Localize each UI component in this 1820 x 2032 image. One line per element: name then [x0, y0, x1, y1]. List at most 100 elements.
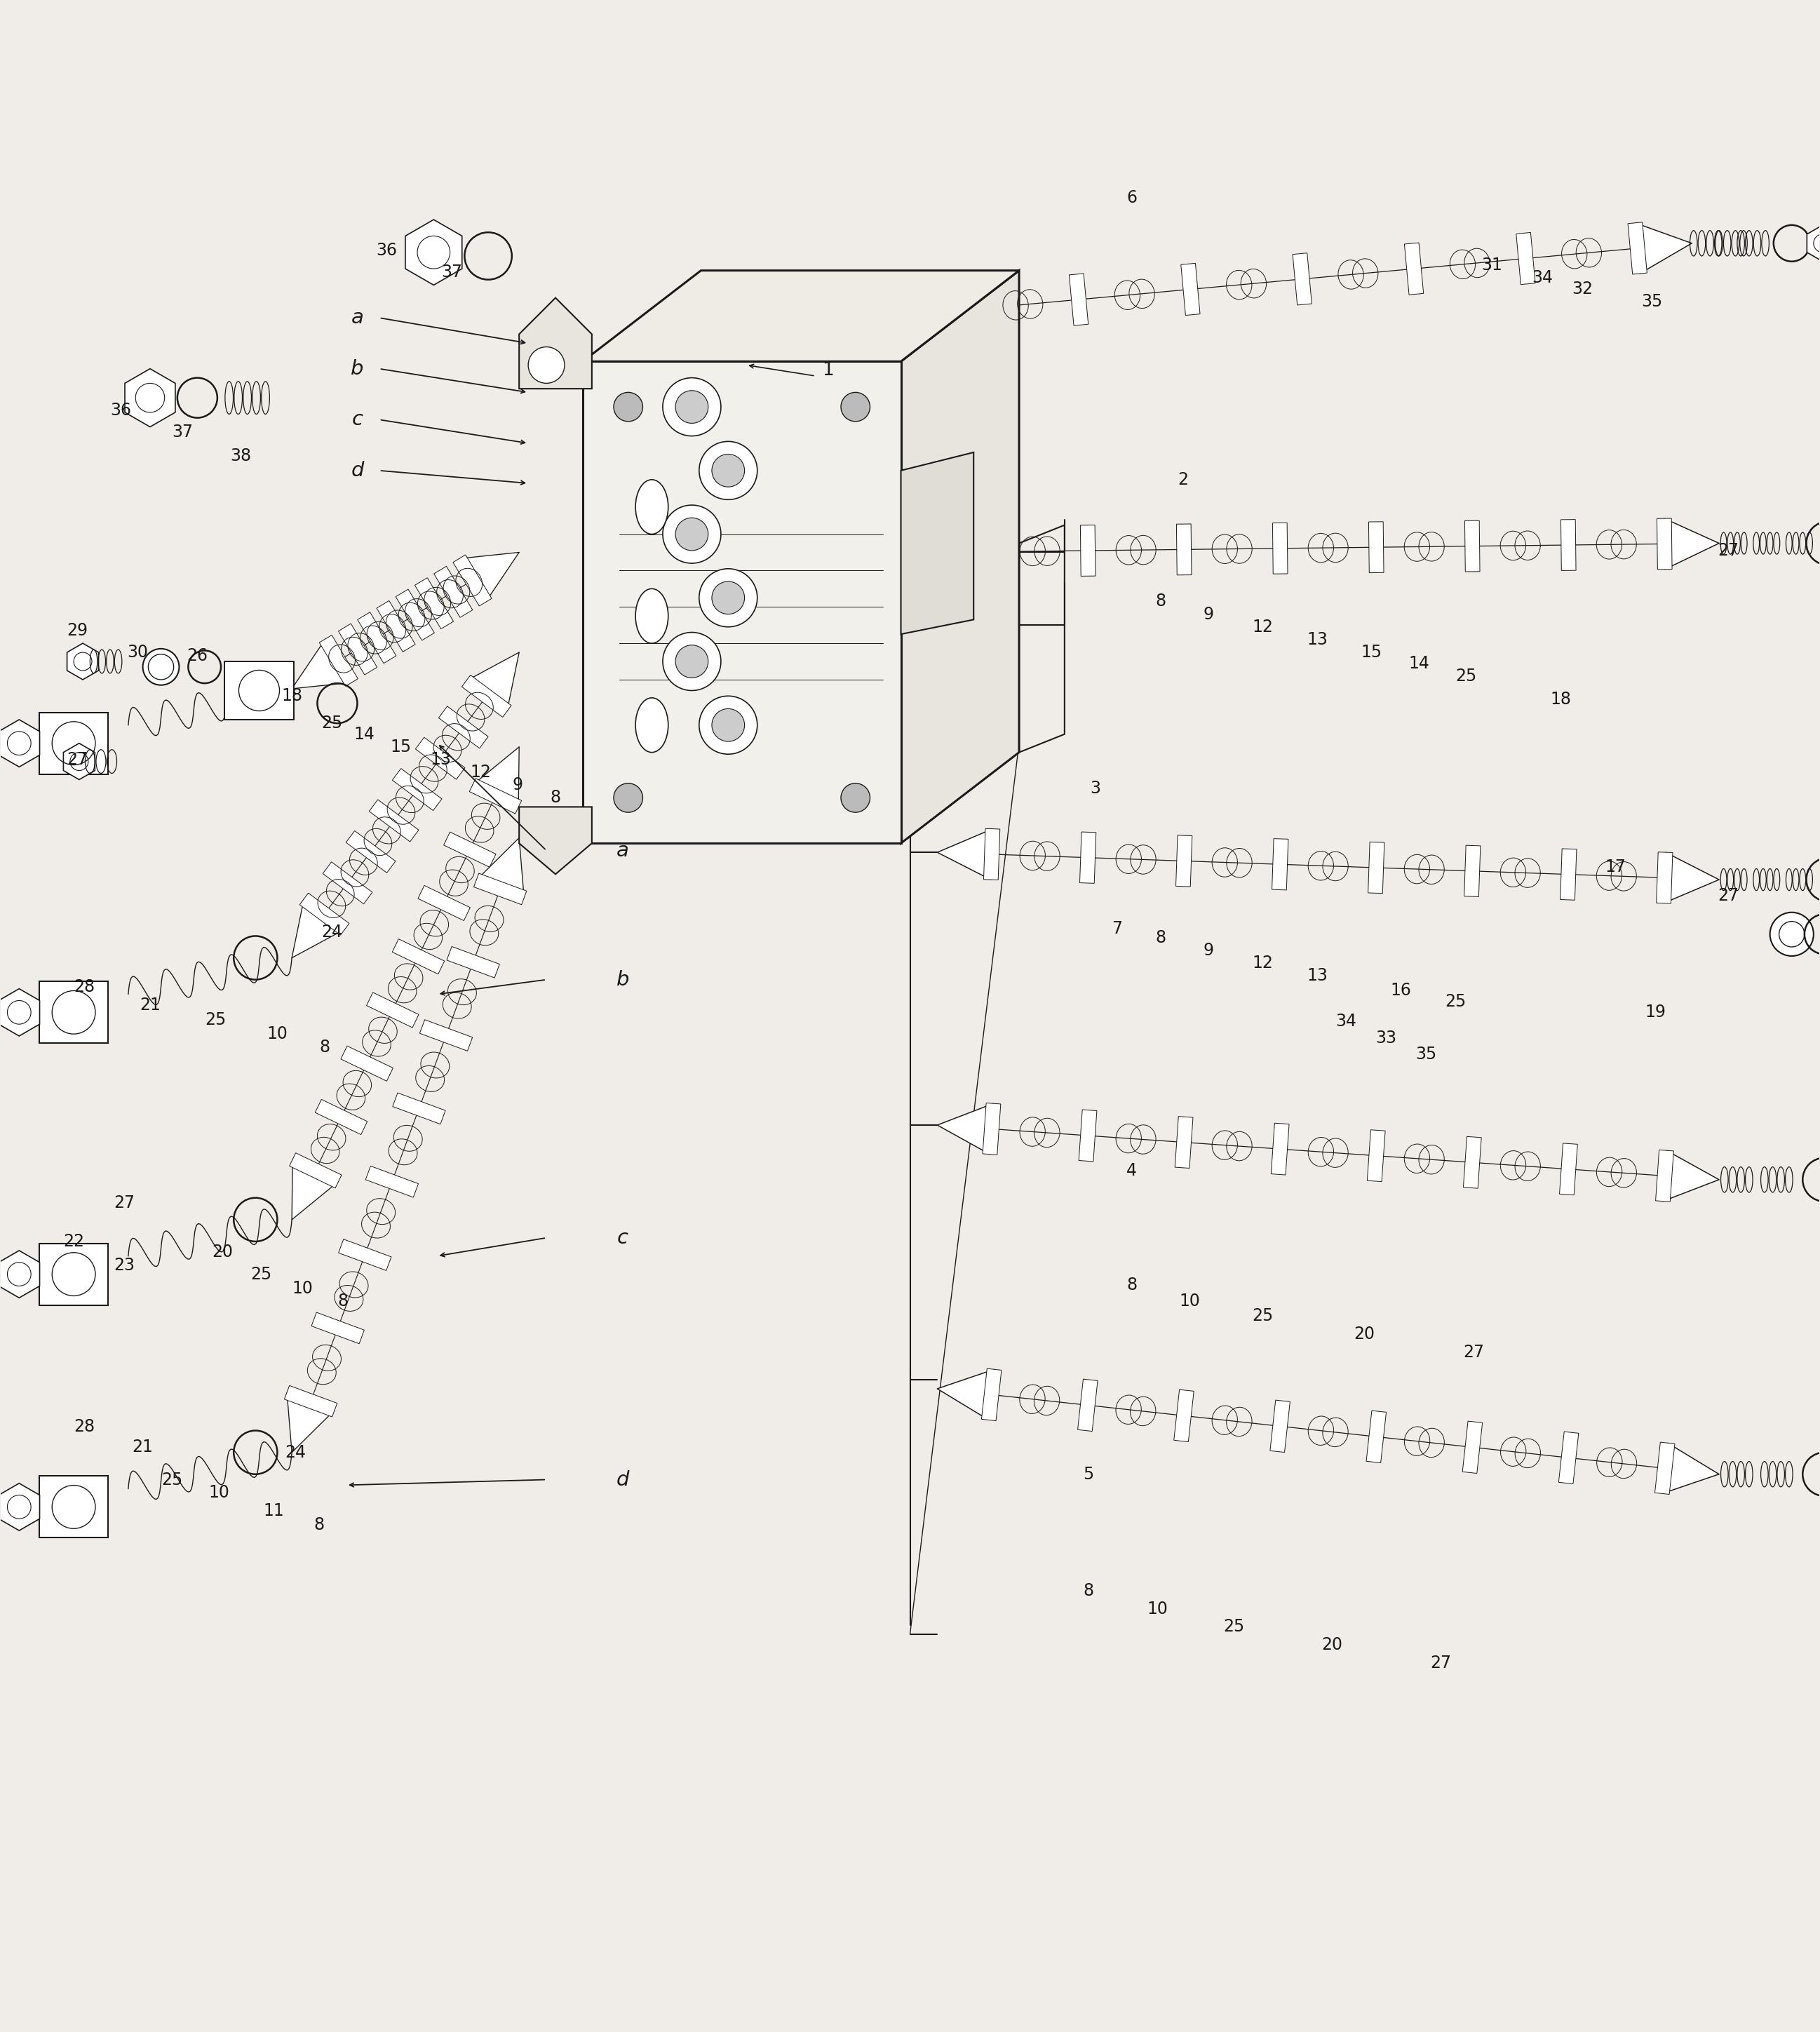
Text: 13: 13	[431, 752, 451, 768]
Text: 15: 15	[1361, 644, 1383, 660]
Polygon shape	[0, 1250, 40, 1298]
Text: 25: 25	[1445, 994, 1467, 1010]
Text: 27: 27	[1431, 1654, 1451, 1672]
Text: 21: 21	[140, 996, 160, 1014]
Text: 14: 14	[355, 725, 375, 742]
Polygon shape	[1405, 242, 1423, 295]
Polygon shape	[415, 738, 464, 780]
Polygon shape	[846, 295, 864, 345]
Text: 9: 9	[1203, 606, 1214, 622]
Polygon shape	[957, 284, 977, 335]
Polygon shape	[339, 1240, 391, 1270]
Polygon shape	[1174, 1390, 1194, 1443]
Text: 17: 17	[1605, 858, 1625, 876]
Polygon shape	[444, 831, 495, 868]
Text: 38: 38	[231, 447, 251, 465]
Polygon shape	[315, 1099, 368, 1134]
Text: b: b	[351, 360, 364, 378]
Polygon shape	[1176, 524, 1192, 575]
Polygon shape	[1663, 1150, 1720, 1201]
Polygon shape	[0, 719, 40, 766]
Polygon shape	[901, 270, 1019, 843]
Text: 25: 25	[162, 1471, 182, 1487]
Polygon shape	[1272, 522, 1289, 573]
Text: a: a	[617, 841, 630, 860]
Polygon shape	[1463, 845, 1480, 896]
Polygon shape	[406, 219, 462, 284]
Text: 25: 25	[1252, 1307, 1274, 1325]
Polygon shape	[981, 1370, 1001, 1420]
Polygon shape	[983, 829, 999, 880]
Text: 2: 2	[1178, 471, 1188, 488]
Polygon shape	[67, 644, 98, 679]
Polygon shape	[291, 898, 344, 957]
Text: 3: 3	[1090, 780, 1101, 797]
Text: 36: 36	[377, 242, 397, 258]
Polygon shape	[1663, 518, 1720, 569]
Text: 33: 33	[1376, 1030, 1396, 1046]
Polygon shape	[1270, 1124, 1289, 1174]
Text: c: c	[351, 410, 362, 429]
Polygon shape	[985, 526, 999, 577]
Text: 20: 20	[1321, 1636, 1343, 1654]
Polygon shape	[366, 1166, 419, 1197]
Text: 12: 12	[470, 764, 491, 780]
Polygon shape	[64, 744, 95, 780]
Text: 29: 29	[67, 622, 87, 638]
Polygon shape	[1292, 254, 1312, 305]
Polygon shape	[901, 453, 974, 634]
Text: 8: 8	[337, 1292, 348, 1311]
Circle shape	[712, 455, 744, 488]
Polygon shape	[937, 829, 992, 880]
Polygon shape	[1634, 224, 1693, 274]
Text: 9: 9	[1203, 943, 1214, 959]
Polygon shape	[937, 1103, 994, 1154]
Text: c: c	[617, 1227, 628, 1248]
Polygon shape	[288, 1392, 335, 1453]
Text: 10: 10	[1179, 1292, 1201, 1311]
Circle shape	[712, 581, 744, 614]
Polygon shape	[1656, 518, 1673, 569]
Text: d: d	[617, 1469, 630, 1489]
Circle shape	[712, 709, 744, 742]
Circle shape	[699, 697, 757, 754]
Text: 24: 24	[286, 1445, 306, 1461]
Text: 8: 8	[313, 1516, 324, 1534]
Circle shape	[675, 518, 708, 551]
Text: 8: 8	[1156, 593, 1167, 610]
Text: 35: 35	[1642, 293, 1662, 309]
Text: 10: 10	[293, 1280, 313, 1296]
Text: 19: 19	[1645, 1004, 1665, 1020]
Text: 26: 26	[187, 648, 207, 664]
Text: 13: 13	[1307, 632, 1329, 648]
Polygon shape	[289, 1152, 342, 1189]
Polygon shape	[419, 886, 470, 920]
Text: 8: 8	[550, 788, 561, 807]
Text: 30: 30	[127, 644, 147, 660]
Text: 34: 34	[1532, 270, 1552, 287]
Text: 37: 37	[173, 425, 193, 441]
Text: 8: 8	[318, 1038, 329, 1055]
Polygon shape	[393, 939, 444, 973]
Text: 4: 4	[1127, 1162, 1138, 1179]
Polygon shape	[1807, 226, 1820, 262]
Text: 37: 37	[440, 264, 462, 280]
Polygon shape	[291, 1160, 339, 1219]
Polygon shape	[1176, 835, 1192, 886]
Text: 18: 18	[282, 687, 302, 705]
Polygon shape	[1558, 1433, 1578, 1483]
Polygon shape	[1081, 524, 1096, 577]
Text: 20: 20	[1354, 1325, 1376, 1343]
Text: 6: 6	[1127, 189, 1138, 205]
Text: 25: 25	[251, 1266, 271, 1282]
Text: 10: 10	[268, 1026, 288, 1042]
Text: 27: 27	[1718, 543, 1738, 559]
Polygon shape	[357, 612, 397, 662]
Polygon shape	[311, 1313, 364, 1343]
Text: 27: 27	[1718, 888, 1738, 904]
Circle shape	[841, 392, 870, 421]
Polygon shape	[433, 567, 473, 618]
Polygon shape	[420, 1020, 473, 1051]
Text: 12: 12	[1252, 618, 1274, 636]
Polygon shape	[1463, 1420, 1483, 1473]
